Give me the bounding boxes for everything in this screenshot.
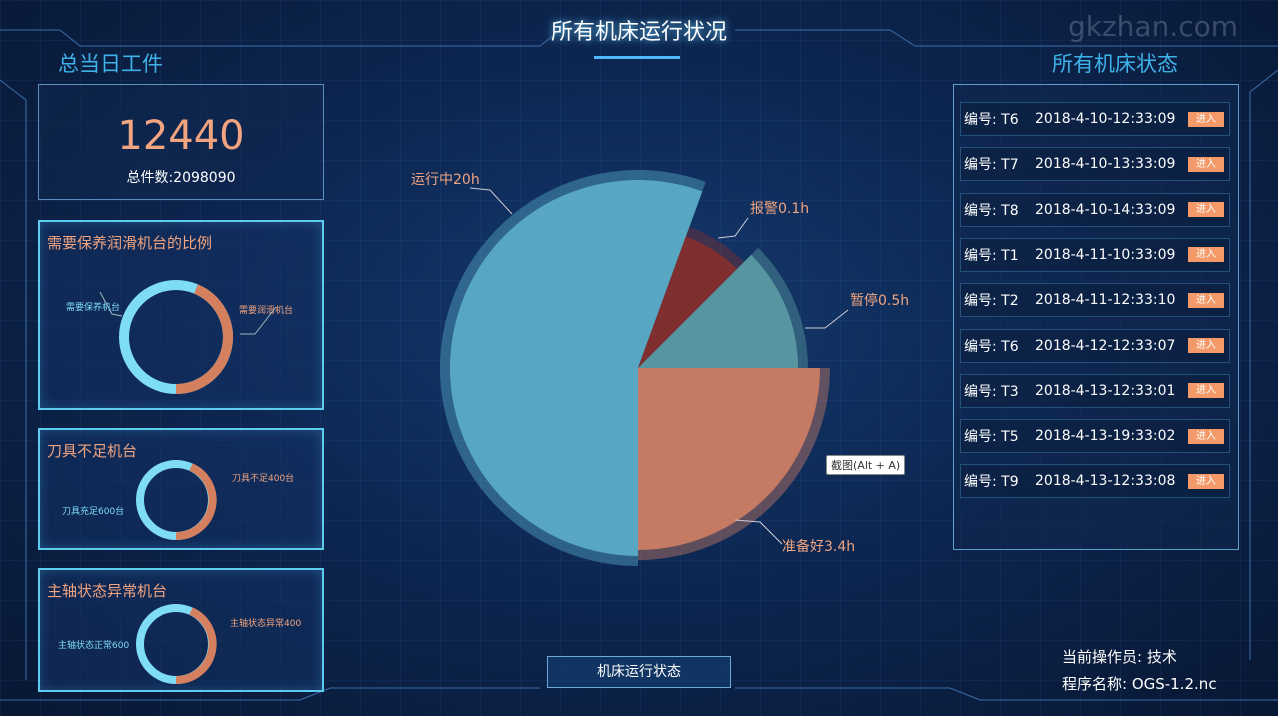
machine-id: 编号: T1 [964,247,1019,264]
pie-label-ready: 准备好3.4h [782,539,856,555]
machine-row: 编号: T1 2018-4-11-10:33:09 进入 [960,237,1230,272]
pie-leader-line [717,217,749,239]
enter-button[interactable]: 进入 [1188,156,1224,172]
pie-label-running: 运行中20h [411,172,480,188]
operator-label: 当前操作员: 技术 [1062,648,1177,666]
machine-row: 编号: T3 2018-4-13-12:33:01 进入 [960,373,1230,408]
enter-button[interactable]: 进入 [1188,202,1224,218]
machine-row: 编号: T2 2018-4-11-12:33:10 进入 [960,283,1230,318]
panel-title: 需要保养润滑机台的比例 [47,234,213,252]
enter-button[interactable]: 进入 [1188,111,1224,127]
machine-id: 编号: T2 [964,293,1019,310]
machine-id: 编号: T5 [964,429,1019,446]
title-underline [594,56,680,59]
enter-button[interactable]: 进入 [1188,428,1224,444]
machine-time: 2018-4-10-14:33:09 [1035,201,1176,218]
machine-id: 编号: T3 [964,383,1019,400]
machine-time: 2018-4-11-10:33:09 [1035,246,1176,263]
donut-label-right: 需要润滑机台 [239,306,294,316]
pie-slice-0 [450,180,703,556]
machine-time: 2018-4-13-12:33:01 [1035,382,1176,399]
enter-button[interactable]: 进入 [1188,338,1224,353]
donut-label-right: 主轴状态异常400 [230,619,302,629]
program-name: 程序名称: OGS-1.2.nc [1062,675,1217,693]
machine-time: 2018-4-10-13:33:09 [1035,156,1176,173]
machine-id: 编号: T6 [964,112,1019,128]
total-count: 总件数:2098090 [126,170,236,186]
pie-slice-3 [638,368,820,550]
right-section-title: 所有机床状态 [1052,52,1178,76]
machine-row: 编号: T6 2018-4-10-12:33:09 进入 [960,102,1230,136]
donut-segment-right [175,463,217,541]
machine-row: 编号: T5 2018-4-13-19:33:02 进入 [960,419,1230,454]
machine-id: 编号: T7 [964,157,1019,174]
count-card: 12440 总件数:2098090 [38,84,324,200]
donut-label-left: 需要保养机台 [66,303,121,313]
panel-maintenance: 需要保养润滑机台的比例 需要保养机台 需要润滑机台 [38,220,324,410]
machine-row: 编号: T6 2018-4-12-12:33:07 进入 [960,328,1230,363]
left-section-title: 总当日工件 [58,52,163,76]
pie-leader-line [805,309,849,329]
machine-id: 编号: T6 [964,338,1019,355]
pie-slice-1 [638,236,737,368]
machine-id: 编号: T9 [964,474,1019,491]
machine-time: 2018-4-13-19:33:02 [1035,428,1176,445]
donut-label-left: 主轴状态正常600 [58,641,130,651]
donut-segment-right [175,607,217,685]
machine-time: 2018-4-12-12:33:07 [1035,337,1176,354]
machine-row: 编号: T9 2018-4-13-12:33:08 进入 [960,464,1230,499]
pie-label-alarm: 报警0.1h [750,201,810,217]
enter-button[interactable]: 进入 [1188,247,1224,263]
pie-leader-line [469,187,513,215]
pie-slice-2 [638,254,798,368]
enter-button[interactable]: 进入 [1188,473,1224,489]
panel-title: 主轴状态异常机台 [47,582,168,600]
donut-segment-right [175,284,233,394]
page-title: 所有机床运行状况 [550,20,727,45]
today-count: 12440 [117,113,245,159]
machine-status-button[interactable]: 机床运行状态 [547,656,731,688]
machine-row: 编号: T7 2018-4-10-13:33:09 进入 [960,147,1230,182]
panel-title: 刀具不足机台 [47,442,138,460]
panel-tools: 刀具不足机台 刀具充足600台 刀具不足400台 [38,428,324,550]
machine-time: 2018-4-11-12:33:10 [1035,292,1176,309]
machine-time: 2018-4-10-12:33:09 [1035,111,1176,127]
donut-label-right: 刀具不足400台 [232,474,295,484]
donut-chart [99,280,277,394]
pie-leader-line [734,519,783,545]
donut-chart [136,460,217,541]
machine-id: 编号: T8 [964,202,1019,219]
donut-label-left: 刀具充足600台 [62,507,125,517]
enter-button[interactable]: 进入 [1188,383,1224,399]
machine-row: 编号: T8 2018-4-10-14:33:09 进入 [960,192,1230,227]
donut-chart [136,604,217,685]
enter-button[interactable]: 进入 [1188,292,1224,308]
pie-label-paused: 暂停0.5h [850,293,910,309]
machine-time: 2018-4-13-12:33:08 [1035,473,1176,490]
screenshot-tooltip: 截图(Alt + A) [826,455,906,475]
panel-spindle: 主轴状态异常机台 主轴状态正常600 主轴状态异常400 [38,568,324,692]
watermark: gkzhan.com [1068,10,1239,43]
